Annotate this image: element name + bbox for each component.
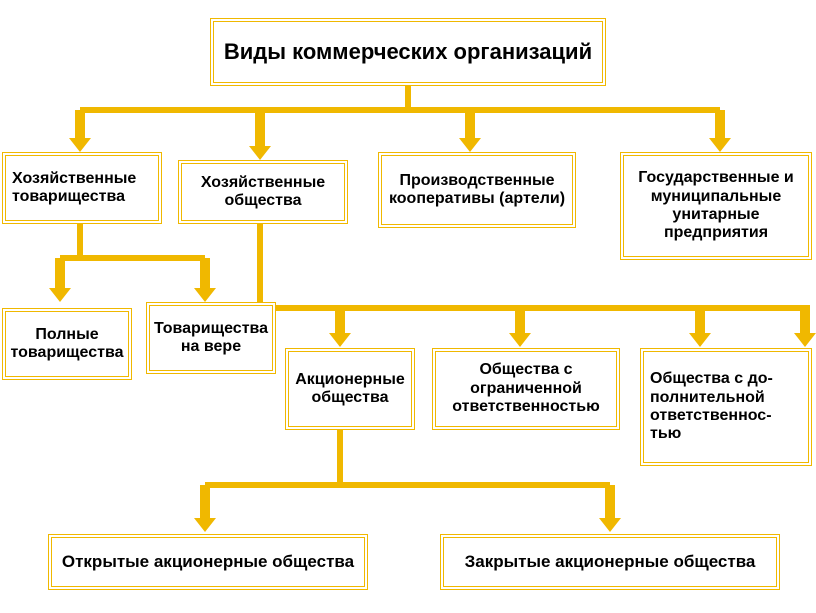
node-open-jsc: Открытые акционерные общества (48, 534, 368, 590)
label: Общества с до-полнительной ответственнос… (650, 370, 802, 444)
node-jsc: Акционерные общества (285, 348, 415, 430)
node-partnerships: Хозяйственные товарищества (2, 152, 162, 224)
node-closed-jsc: Закрытые акционерные общества (440, 534, 780, 590)
label: Хозяйственные товарищества (12, 170, 152, 207)
label: Открытые акционерные общества (62, 552, 354, 572)
label: Производственные кооперативы (артели) (388, 172, 566, 209)
label: Закрытые акционерные общества (465, 552, 756, 572)
node-companies: Хозяйственные общества (178, 160, 348, 224)
connector-svg (0, 0, 816, 613)
node-faith-partnerships: Товарищества на вере (146, 302, 276, 374)
label: Государственные и муниципальные унитарны… (630, 169, 802, 243)
label: Товарищества на вере (154, 320, 268, 357)
node-full-partnerships: Полные товарищества (2, 308, 132, 380)
title-box: Виды коммерческих организаций (210, 18, 606, 86)
node-llc: Общества с ограниченной ответственностью (432, 348, 620, 430)
node-coops: Производственные кооперативы (артели) (378, 152, 576, 228)
node-alc: Общества с до-полнительной ответственнос… (640, 348, 812, 466)
label: Общества с ограниченной ответственностью (442, 361, 610, 416)
label: Хозяйственные общества (188, 174, 338, 211)
label: Полные товарищества (11, 326, 124, 363)
node-unitary: Государственные и муниципальные унитарны… (620, 152, 812, 260)
title-text: Виды коммерческих организаций (224, 39, 592, 64)
label: Акционерные общества (295, 371, 405, 408)
